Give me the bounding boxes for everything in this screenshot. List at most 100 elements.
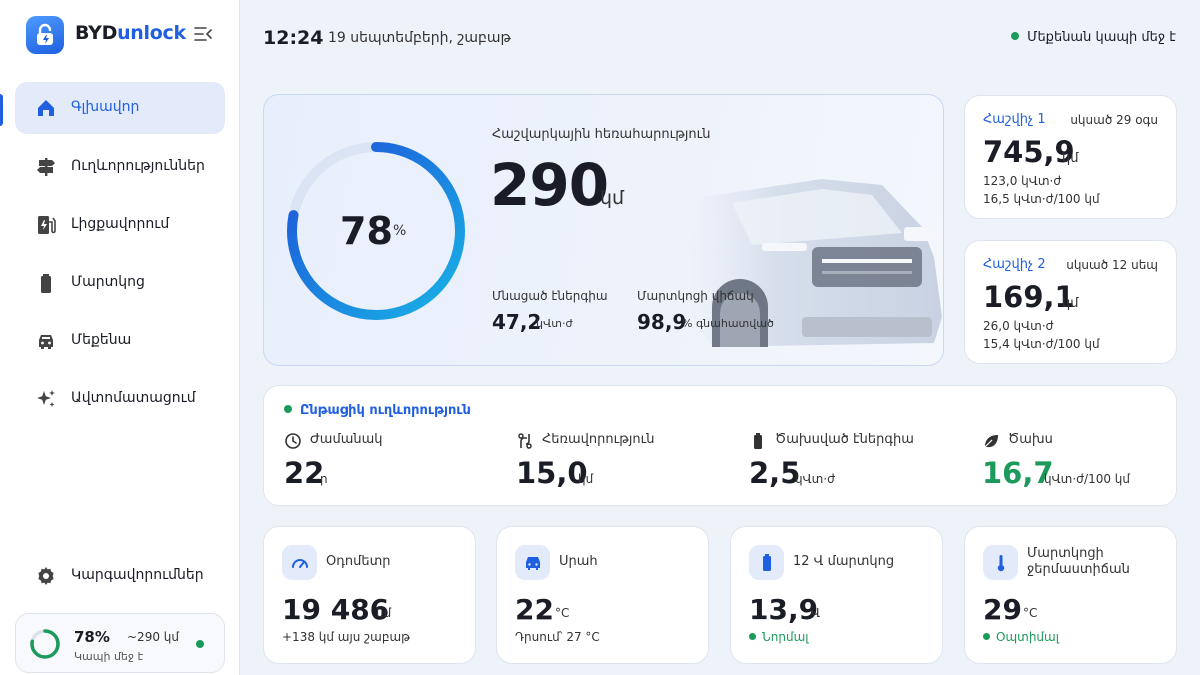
sidebar-item-label: Լիցքավորում	[71, 216, 170, 232]
gear-icon	[38, 567, 54, 585]
car-icon	[39, 335, 53, 349]
odometer-label: Օդոմետր	[326, 554, 391, 569]
battery-temp-label: Մարտկոցի ջերմաստիճան	[1027, 546, 1130, 577]
current-trip-title: Ընթացիկ ուղևորություն	[284, 403, 471, 418]
app-logo[interactable]	[26, 16, 64, 54]
trip-consumption: 16,5 կՎտ·ժ/100 կմ	[983, 192, 1100, 206]
odometer-weekly: +138 կմ այս շաբաթ	[282, 630, 410, 644]
speedometer-icon	[291, 558, 308, 568]
mini-status-card[interactable]: 78% ~290 կմ Կապի մեջ է	[15, 613, 225, 673]
battery-temp-value: 29	[983, 593, 1022, 626]
battery-health-unit: % գնահատված	[682, 317, 774, 330]
odometer-unit: կմ	[376, 606, 392, 620]
trip-energy: 123,0 կՎտ·ժ	[983, 174, 1062, 188]
battery-temp-card[interactable]: Մարտկոցի ջերմաստիճան 29 °C Օպտիմալ	[964, 526, 1177, 664]
remaining-energy-label: Մնացած էներգիա	[492, 289, 608, 303]
aux-battery-unit: Վ	[811, 606, 821, 620]
connection-dot	[196, 640, 204, 648]
trip-distance: 169,1	[983, 280, 1075, 314]
remaining-energy-unit: կՎտ·ժ	[536, 317, 573, 330]
mini-connection-state: Կապի մեջ է	[74, 650, 144, 663]
ev-station-icon	[38, 216, 56, 234]
sidebar-item-vehicle[interactable]: Մեքենա	[15, 315, 225, 367]
cabin-label: Սրահ	[559, 554, 598, 569]
outside-temp: Դրսում՝ 27 °C	[515, 630, 600, 644]
trip-time-value: 22	[284, 456, 325, 490]
trip-energy: 26,0 կՎտ·ժ	[983, 319, 1054, 333]
odometer-icon-box	[282, 545, 317, 580]
aux-battery-card[interactable]: 12 Վ մարտկոց 13,9 Վ Նորմալ	[730, 526, 943, 664]
current-trip-card: Ընթացիկ ուղևորություն Ժամանակ 22 ր Հեռավ…	[263, 385, 1177, 506]
sparkles-icon	[37, 390, 55, 407]
sidebar-item-battery[interactable]: Մարտկոց	[15, 257, 225, 309]
clock-date: 19 սեպտեմբերի, շաբաթ	[328, 30, 511, 46]
clock-icon	[285, 433, 301, 449]
connection-dot	[1011, 32, 1020, 40]
battery-temp-status: Օպտիմալ	[983, 630, 1059, 644]
trip-distance: 745,9	[983, 135, 1075, 169]
sidebar: BYDunlock Գլխավոր Ուղևորություններ Լիցքա…	[0, 0, 240, 675]
sidebar-item-label: Գլխավոր	[71, 99, 140, 115]
remaining-energy-value: 47,2	[492, 310, 542, 334]
battery-icon	[762, 553, 771, 571]
trip-reset-date: սկսած 29 օգս	[1070, 113, 1158, 127]
sidebar-item-label: Մեքենա	[71, 332, 132, 348]
mini-battery-ring	[30, 629, 60, 659]
vehicle-image	[686, 179, 942, 347]
trip-distance-unit: կմ	[1062, 296, 1079, 311]
home-icon	[38, 100, 54, 116]
battery-gauge	[287, 142, 465, 320]
route-icon	[518, 433, 532, 449]
battery-health-value: 98,9	[637, 310, 687, 334]
trip-counter-1[interactable]: Հաշվիչ 1 սկսած 29 օգս 745,9 կմ 123,0 կՎտ…	[964, 95, 1177, 219]
range-value: 290	[490, 151, 609, 219]
aux-battery-label: 12 Վ մարտկոց	[793, 554, 895, 569]
trip-name: Հաշվիչ 2	[983, 257, 1046, 272]
range-label: Հաշվարկային հեռահարություն	[492, 127, 711, 142]
odometer-value: 19 486	[282, 593, 390, 626]
collapse-menu-icon[interactable]	[194, 26, 212, 42]
trip-name: Հաշվիչ 1	[983, 112, 1046, 127]
cabin-temp-unit: °C	[555, 606, 570, 620]
battery-hero-card: 78 % Հաշվարկային հեռահարություն 290 կմ Մ…	[263, 94, 944, 366]
cabin-temp-card[interactable]: Սրահ 22 °C Դրսում՝ 27 °C	[496, 526, 709, 664]
signpost-icon	[37, 158, 55, 176]
trip-distance-unit: կմ	[1062, 151, 1079, 166]
sidebar-item-label: Ավտոմատացում	[71, 390, 196, 406]
sidebar-item-charging[interactable]: Լիցքավորում	[15, 199, 225, 251]
live-dot	[284, 405, 292, 413]
active-indicator	[0, 94, 3, 126]
brand-name: BYDunlock	[75, 22, 186, 44]
connection-status: Մեքենան կապի մեջ է	[1011, 30, 1176, 45]
trip-counter-2[interactable]: Հաշվիչ 2 սկսած 12 սեպ 169,1 կմ 26,0 կՎտ·…	[964, 240, 1177, 364]
battery-temp-unit: °C	[1023, 606, 1038, 620]
odometer-card[interactable]: Օդոմետր 19 486 կմ +138 կմ այս շաբաթ	[263, 526, 476, 664]
battery-icon	[41, 274, 51, 293]
battery-percent-unit: %	[393, 223, 407, 239]
battery-icon	[754, 433, 762, 449]
trip-distance-value: 15,0	[516, 456, 588, 490]
sidebar-item-label: Ուղևորություններ	[71, 158, 205, 174]
range-unit: կմ	[600, 187, 625, 209]
clock-time: 12:24	[263, 27, 324, 49]
sidebar-item-trips[interactable]: Ուղևորություններ	[15, 141, 225, 193]
sidebar-item-label: Կարգավորումներ	[71, 567, 204, 583]
sidebar-item-home[interactable]: Գլխավոր	[15, 82, 225, 134]
sidebar-item-label: Մարտկոց	[71, 274, 145, 290]
cabin-icon-box	[515, 545, 550, 580]
trip-consumption-value: 16,7	[982, 456, 1054, 490]
car-icon	[525, 556, 540, 570]
lock-icon	[37, 23, 53, 45]
aux-battery-icon-box	[749, 545, 784, 580]
trip-reset-date: սկսած 12 սեպ	[1066, 258, 1158, 272]
sidebar-item-settings[interactable]: Կարգավորումներ	[15, 550, 225, 602]
trip-energy-value: 2,5	[749, 456, 801, 490]
mini-range: ~290 կմ	[127, 630, 179, 644]
sidebar-item-automation[interactable]: Ավտոմատացում	[15, 373, 225, 425]
thermometer-icon	[997, 554, 1004, 571]
mini-battery-percent: 78%	[74, 628, 110, 646]
trip-consumption: 15,4 կՎտ·ժ/100 կմ	[983, 337, 1100, 351]
cabin-temp-value: 22	[515, 593, 554, 626]
battery-temp-icon-box	[983, 545, 1018, 580]
aux-battery-voltage: 13,9	[749, 593, 819, 626]
